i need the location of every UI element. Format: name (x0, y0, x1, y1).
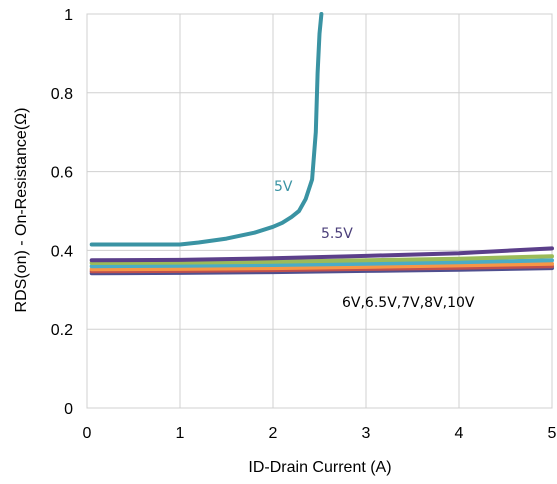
x-tick-label: 5 (548, 425, 557, 442)
y-tick-label: 0.8 (51, 86, 73, 103)
annotation-5-5v: 5.5V (321, 226, 353, 242)
series-group (89, 12, 554, 276)
x-tick-label: 2 (269, 425, 278, 442)
x-tick-label: 1 (176, 425, 185, 442)
y-tick-label: 0 (64, 401, 73, 418)
x-axis-title: ID-Drain Current (A) (248, 459, 391, 476)
series-line-0 (89, 12, 324, 247)
series-line-1 (89, 246, 554, 263)
series-line-4 (89, 261, 554, 272)
annotation-other-voltages: 6V,6.5V,7V,8V,10V (342, 295, 475, 311)
y-tick-label: 0.2 (51, 322, 73, 339)
y-tick-label: 0.4 (51, 243, 73, 260)
annotation-5v: 5V (274, 179, 293, 195)
series-line-2 (89, 254, 554, 265)
series-line-3 (89, 258, 554, 269)
y-axis-title: RDS(on) - On-Resistance(Ω) (13, 108, 30, 313)
x-tick-label: 0 (83, 425, 92, 442)
tick-labels: 0 1 2 3 4 5 0 0.2 0.4 0.6 0.8 1 (51, 7, 557, 442)
y-tick-label: 0.6 (51, 165, 73, 182)
x-tick-label: 4 (455, 425, 464, 442)
x-tick-label: 3 (362, 425, 371, 442)
y-tick-label: 1 (64, 7, 73, 24)
